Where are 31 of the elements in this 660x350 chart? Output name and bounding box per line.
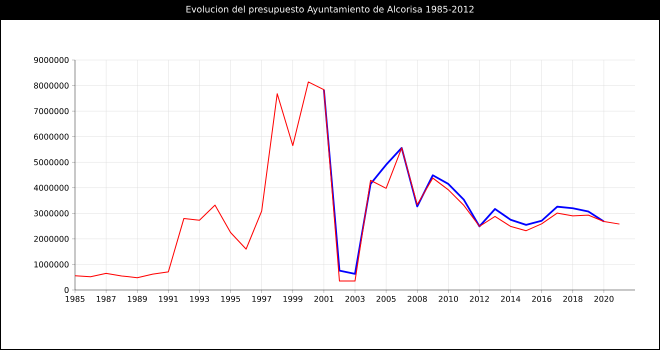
y-tick-label: 3000000 bbox=[34, 210, 69, 216]
x-tick-label: 2016 bbox=[532, 296, 552, 302]
x-tick-label: 2012 bbox=[470, 296, 489, 302]
x-tick-label: 1995 bbox=[221, 296, 240, 302]
y-tick-label: 2000000 bbox=[34, 236, 69, 242]
x-tick-label: 1991 bbox=[159, 296, 178, 302]
x-tick-label: 1985 bbox=[66, 296, 84, 302]
x-tick-label: 1993 bbox=[190, 296, 209, 302]
y-tick-label: 4000000 bbox=[34, 184, 69, 191]
x-tick-label: 1989 bbox=[128, 296, 147, 302]
x-tick-label: 2008 bbox=[408, 296, 427, 302]
x-tick-label: 1987 bbox=[96, 296, 116, 302]
x-tick-label: 2003 bbox=[345, 296, 365, 302]
line-series bbox=[322, 88, 605, 275]
y-tick-label: 0 bbox=[64, 286, 69, 294]
x-tick-label: 2014 bbox=[500, 296, 520, 302]
x-tick-label: 1999 bbox=[283, 296, 302, 302]
x-tick-label: 2001 bbox=[314, 296, 334, 302]
x-tick-label: 2018 bbox=[563, 296, 582, 302]
y-tick-label: 5000000 bbox=[34, 159, 69, 166]
x-tick-label: 2010 bbox=[438, 296, 458, 302]
y-tick-label: 8000000 bbox=[34, 82, 69, 89]
x-tick-label: 1997 bbox=[252, 296, 272, 302]
chart-title: Evolucion del presupuesto Ayuntamiento de Alcorisa 1985-2012 bbox=[186, 6, 474, 14]
x-tick-label: 2020 bbox=[594, 296, 614, 302]
y-tick-label: 1000000 bbox=[34, 261, 69, 268]
line-series bbox=[75, 81, 620, 282]
y-tick-label: 9000000 bbox=[34, 56, 69, 64]
y-tick-label: 6000000 bbox=[34, 134, 69, 140]
x-tick-label: 2005 bbox=[376, 296, 396, 302]
y-tick-label: 7000000 bbox=[34, 108, 69, 114]
